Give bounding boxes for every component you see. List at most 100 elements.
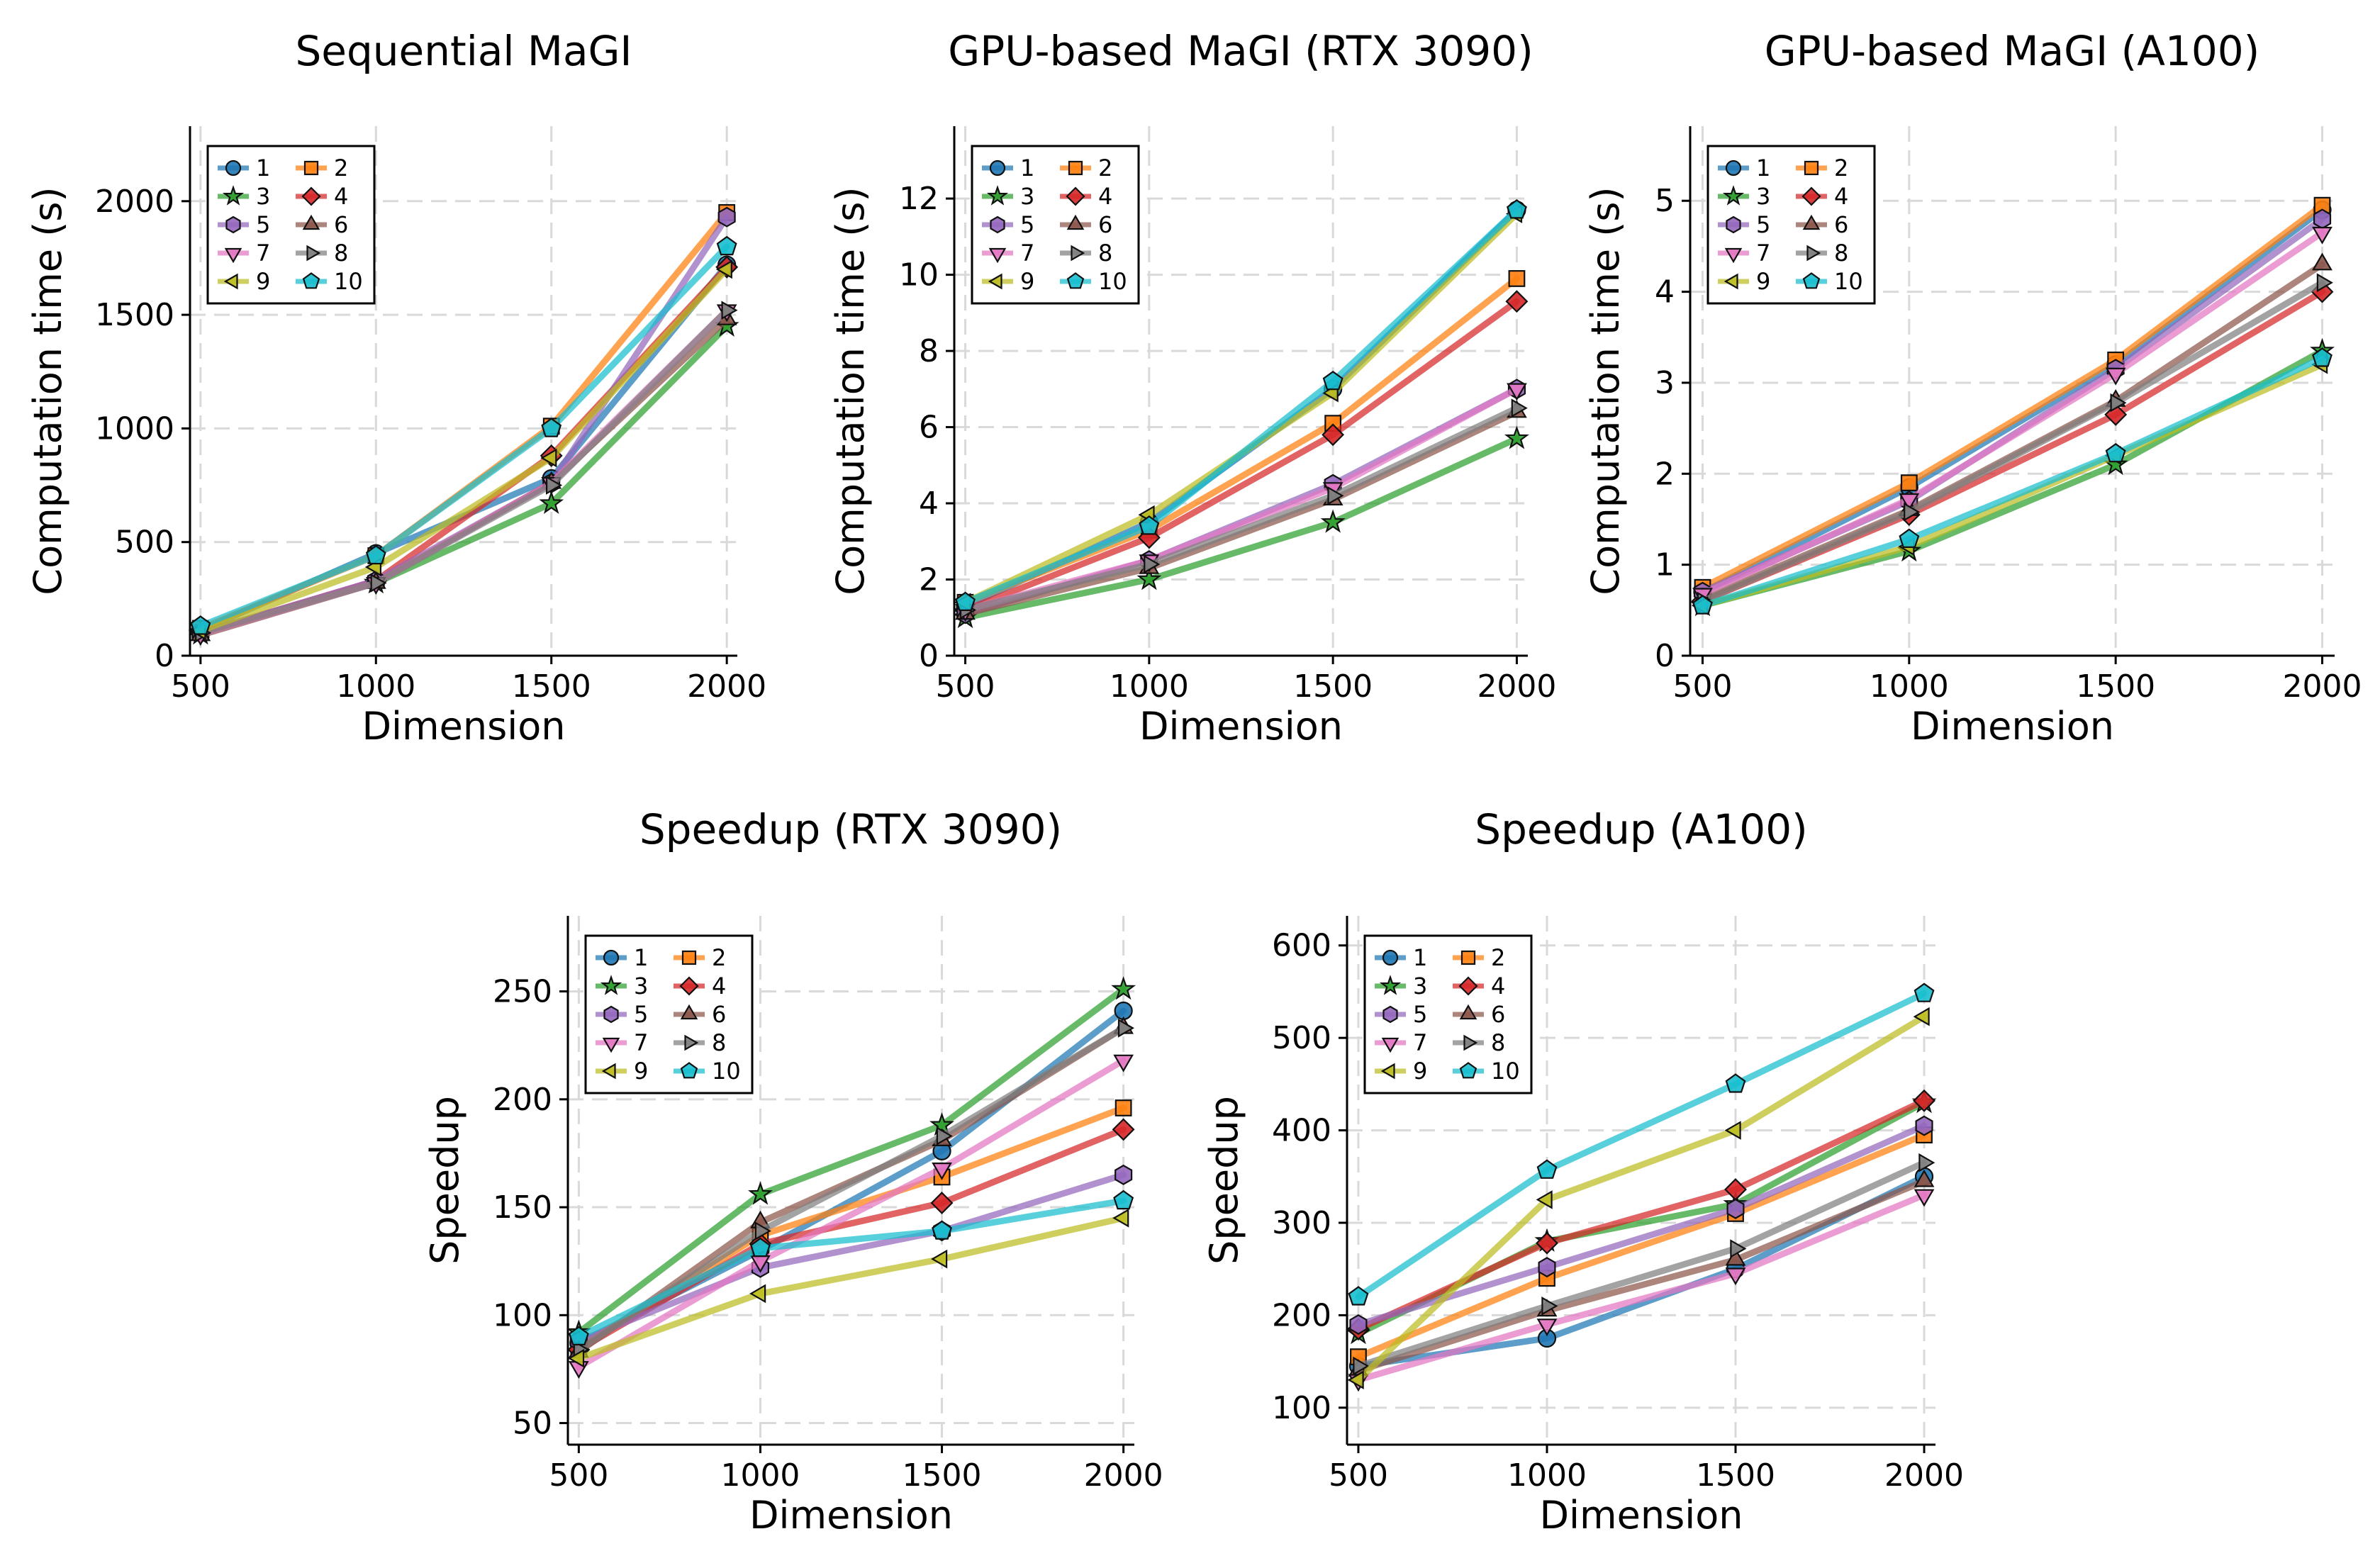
series-2: [956, 270, 1526, 611]
legend-label: 2: [712, 944, 726, 971]
legend-marker: [988, 273, 1002, 290]
legend-marker: [1066, 186, 1085, 206]
data-point-8: [1353, 1356, 1370, 1376]
y-tick-label: 500: [1272, 1020, 1331, 1056]
legend-marker: [988, 247, 1007, 264]
legend-label: 2: [1834, 155, 1848, 181]
legend-item-5: 5: [596, 1001, 648, 1028]
data-point-4: [1112, 1118, 1135, 1141]
data-point-8: [1327, 486, 1344, 505]
data-point-9: [540, 448, 557, 468]
series-line-10: [1355, 990, 1928, 1300]
data-point-10: [541, 418, 562, 437]
y-tick-label: 300: [1272, 1205, 1331, 1241]
x-axis-label: Dimension: [1911, 704, 2114, 749]
x-tick-label: 2000: [687, 668, 766, 705]
series-line-9: [575, 1214, 1127, 1362]
series-line-6: [197, 316, 730, 639]
legend-label: 4: [712, 973, 726, 999]
data-point-8: [370, 573, 387, 593]
legend-marker: [989, 159, 1006, 177]
series-line-6: [1355, 1177, 1928, 1374]
legend-label: 8: [712, 1029, 726, 1056]
series-10: [190, 235, 737, 635]
legend-label: 10: [1834, 268, 1863, 295]
y-tick-label: 250: [493, 974, 552, 1010]
series-line-10: [962, 206, 1520, 606]
legend-label: 7: [634, 1029, 648, 1056]
legend-item-2: 2: [296, 155, 348, 181]
legend-marker: [601, 1063, 616, 1080]
legend-item-10: 10: [674, 1058, 741, 1085]
data-point-3: [1504, 425, 1529, 449]
legend-marker: [603, 949, 620, 966]
data-point-9: [1724, 1121, 1741, 1140]
legend-marker: [679, 976, 699, 996]
series-line-6: [962, 408, 1520, 617]
legend-marker: [225, 159, 242, 177]
legend-marker: [302, 272, 320, 289]
data-point-10: [190, 615, 211, 635]
y-tick-label: 100: [1272, 1390, 1331, 1426]
legend: 1 2 3 4 5 6 7 8 9 10: [206, 145, 376, 305]
series-10: [568, 1189, 1134, 1346]
y-tick-label: 0: [1655, 638, 1675, 674]
y-axis-label: Computation time (s): [828, 186, 873, 595]
series-line-7: [1699, 229, 2325, 598]
x-tick-label: 500: [936, 668, 995, 705]
legend-item-8: 8: [674, 1029, 726, 1056]
series-line-8: [197, 307, 730, 637]
legend-item-9: 9: [218, 268, 270, 295]
series-line-4: [575, 1126, 1127, 1353]
chart-title: GPU-based MaGI (RTX 3090): [948, 27, 1533, 75]
legend-label: 1: [634, 944, 648, 971]
series-line-9: [197, 266, 730, 634]
series-3: [188, 313, 739, 645]
legend: 1 2 3 4 5 6 7 8 9 10: [1363, 934, 1533, 1094]
legend-label: 8: [1491, 1029, 1505, 1056]
legend-label: 10: [1098, 268, 1127, 295]
legend-label: 1: [1413, 944, 1427, 971]
y-tick-label: 3: [1655, 365, 1675, 401]
series-10: [1692, 347, 2332, 615]
legend-label: 9: [1413, 1058, 1427, 1085]
y-tick-label: 50: [513, 1406, 552, 1442]
y-tick-label: 0: [919, 638, 939, 674]
data-point-10: [365, 544, 386, 565]
legend-label: 4: [1098, 183, 1112, 210]
data-point-4: [1724, 1178, 1747, 1201]
data-point-7: [1536, 1318, 1558, 1337]
legend-label: 3: [256, 183, 270, 210]
x-tick-label: 1500: [2076, 668, 2155, 705]
series-9: [567, 1208, 1129, 1368]
x-axis-label: Dimension: [1139, 704, 1343, 749]
legend-label: 9: [634, 1058, 648, 1085]
series-line-1: [1699, 206, 2325, 595]
legend-label: 9: [1020, 268, 1034, 295]
series-line-3: [1699, 347, 2325, 609]
legend-label: 2: [334, 155, 348, 181]
legend-marker: [1068, 160, 1083, 176]
data-point-4: [1536, 1231, 1558, 1255]
y-tick-label: 2: [919, 562, 939, 598]
data-point-8: [1918, 1153, 1935, 1172]
legend-marker: [1379, 975, 1402, 995]
data-point-8: [2110, 393, 2127, 413]
x-tick-label: 1500: [1293, 668, 1373, 705]
legend-marker: [1726, 215, 1741, 234]
x-tick-label: 1000: [336, 668, 415, 705]
legend-item-4: 4: [1453, 973, 1505, 999]
legend-label: 8: [1098, 240, 1112, 267]
series-2: [570, 1099, 1132, 1356]
legend-item-4: 4: [1796, 183, 1848, 210]
legend-label: 9: [256, 268, 270, 295]
data-point-8: [721, 301, 738, 320]
legend-label: 5: [1413, 1001, 1427, 1028]
series-line-4: [962, 298, 1520, 613]
y-tick-label: 600: [1272, 928, 1331, 964]
data-point-3: [1320, 509, 1346, 533]
data-point-3: [539, 490, 564, 515]
legend-marker: [1066, 214, 1085, 230]
